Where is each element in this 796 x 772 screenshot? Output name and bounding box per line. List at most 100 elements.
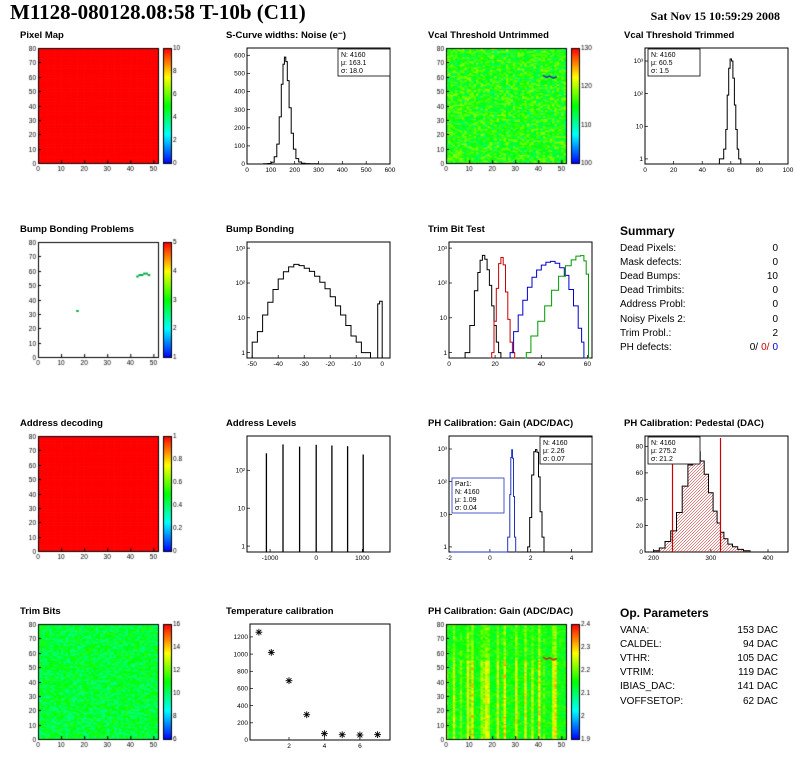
ph-gain-hist-title: PH Calibration: Gain (ADC/DAC)	[428, 418, 574, 429]
svg-text:10: 10	[238, 315, 246, 322]
svg-text:10: 10	[440, 512, 448, 519]
svg-text:1: 1	[443, 544, 447, 551]
svg-text:N: 4160: N: 4160	[455, 489, 480, 496]
svg-text:N: 4160: N: 4160	[341, 52, 366, 59]
svg-text:400: 400	[237, 703, 248, 710]
temp-calibration-title: Temperature calibration	[226, 606, 334, 617]
pixel-map-title: Pixel Map	[20, 30, 64, 41]
svg-text:-1000: -1000	[262, 555, 279, 562]
trim-bits-title: Trim Bits	[20, 606, 61, 617]
svg-text:μ: 60.5: μ: 60.5	[651, 60, 673, 67]
svg-text:2: 2	[287, 743, 291, 750]
svg-text:-2: -2	[446, 555, 452, 562]
table-row: Noisy Pixels 2: 0	[618, 312, 778, 326]
row-value: 0	[772, 285, 778, 297]
svg-text:σ: 0.04: σ: 0.04	[455, 505, 477, 512]
svg-text:2: 2	[529, 555, 533, 562]
svg-text:10²: 10²	[438, 280, 448, 287]
bump-bonding-title: Bump Bonding	[226, 224, 295, 235]
heatmap-canvas	[422, 43, 598, 179]
svg-text:10²: 10²	[236, 280, 246, 287]
svg-text:10³: 10³	[438, 245, 448, 252]
trim-bits-plot	[14, 619, 190, 755]
svg-text:0: 0	[241, 161, 245, 168]
bump-bonding-panel: Bump Bonding -50 -40 -30 -20 -10 0 1 10 10² 10³	[220, 224, 398, 378]
svg-text:σ: 1.5: σ: 1.5	[651, 68, 669, 75]
svg-text:40: 40	[699, 167, 707, 174]
row-label: Trim Probl.:	[620, 327, 672, 339]
svg-text:10³: 10³	[634, 58, 644, 65]
pixel-map-plot	[14, 43, 190, 179]
vcal-trimmed-plot: 0 20 40 60 80 100 1 10 10² 10³ N: 4160 μ: 60.5 σ: 1.…	[618, 43, 794, 179]
svg-text:1: 1	[639, 156, 643, 163]
svg-text:4: 4	[323, 743, 327, 750]
svg-text:60: 60	[727, 167, 735, 174]
svg-text:400: 400	[763, 555, 774, 562]
svg-text:300: 300	[705, 555, 716, 562]
table-row: VTHR: 105 DAC	[618, 651, 778, 665]
ph-gain-map-panel: PH Calibration: Gain (ADC/DAC)	[422, 606, 600, 760]
row-label: VTRIM:	[620, 667, 654, 679]
row-value: 141 DAC	[737, 681, 778, 693]
address-levels-plot: -1000 0 1000 1 10 10²	[220, 431, 396, 567]
vcal-trimmed-panel: Vcal Threshold Trimmed 0 20 40 60 80 100 1 10 10…	[618, 30, 796, 184]
plot-svg: -50 -40 -30 -20 -10 0 1 10 10² 10³	[236, 241, 391, 368]
ph-gain-hist-plot: -2 0 2 4 1 10 10² 10³ N: 4160 μ: 2.26 σ: 0.07 Par1:…	[422, 431, 598, 567]
scurve-noise-plot: 0 100 200 300 400 500 600 0 100 200 300 400 500 600 N:…	[220, 43, 396, 179]
svg-text:600: 600	[237, 686, 248, 693]
plot-svg: 0 20 40 60 1 10 10² 10³	[438, 241, 593, 368]
row-value: 94 DAC	[742, 638, 778, 650]
svg-text:20: 20	[491, 361, 499, 368]
page-title: M1128-080128.08:58 T-10b (C11)	[10, 0, 306, 24]
svg-text:500: 500	[234, 71, 245, 78]
table-row: VTRIM: 119 DAC	[618, 666, 778, 680]
svg-text:300: 300	[234, 107, 245, 114]
row-label: Mask defects:	[620, 256, 682, 268]
row-label: Noisy Pixels 2:	[620, 313, 686, 325]
svg-text:σ: 18.0: σ: 18.0	[341, 68, 363, 75]
svg-text:-40: -40	[273, 361, 283, 368]
row-label: PH defects:	[620, 341, 672, 353]
temp-calibration-panel: Temperature calibration 2 4 6 0 200 400 600 800…	[220, 606, 398, 760]
row-value: 153 DAC	[737, 624, 778, 636]
heatmap-canvas	[14, 43, 190, 179]
row-label: Dead Pixels:	[620, 242, 677, 254]
svg-text:20: 20	[636, 523, 644, 530]
svg-text:1200: 1200	[234, 634, 249, 641]
plot-svg: -1000 0 1000 1 10 10²	[236, 435, 391, 562]
svg-text:200: 200	[237, 720, 248, 727]
svg-text:10²: 10²	[236, 468, 246, 475]
svg-text:0: 0	[488, 555, 492, 562]
table-row: Trim Probl.: 2	[618, 326, 778, 340]
svg-text:0: 0	[245, 167, 249, 174]
svg-text:N: 4160: N: 4160	[651, 52, 676, 59]
svg-text:μ: 163.1: μ: 163.1	[341, 60, 367, 67]
svg-text:10²: 10²	[634, 91, 644, 98]
svg-text:200: 200	[289, 167, 300, 174]
table-row: IBIAS_DAC: 141 DAC	[618, 680, 778, 694]
svg-text:300: 300	[313, 167, 324, 174]
vcal-untrimmed-panel: Vcal Threshold Untrimmed	[422, 30, 600, 184]
svg-text:80: 80	[636, 444, 644, 451]
op-parameters-list: VANA: 153 DAC CALDEL: 94 DAC VTHR: 105 DAC VTR…	[618, 623, 794, 759]
svg-text:800: 800	[237, 669, 248, 676]
row-value: 2	[772, 327, 778, 339]
plot-svg: 0 100 200 300 400 500 600 0 100 200 300 400 500 600 N:…	[234, 47, 396, 174]
row-label: Address Probl:	[620, 299, 686, 311]
svg-text:10: 10	[636, 124, 644, 131]
svg-text:Par1:: Par1:	[455, 481, 472, 488]
table-row: Mask defects: 0	[618, 255, 778, 269]
vcal-untrimmed-title: Vcal Threshold Untrimmed	[428, 30, 549, 41]
heatmap-canvas	[14, 431, 190, 567]
row-value: 0	[772, 256, 778, 268]
row-label: IBIAS_DAC:	[620, 681, 676, 693]
svg-text:1: 1	[443, 350, 447, 357]
scurve-noise-title: S-Curve widths: Noise (e⁻)	[226, 30, 347, 41]
heatmap-canvas	[14, 237, 190, 373]
svg-text:0: 0	[643, 167, 647, 174]
svg-text:0: 0	[380, 361, 384, 368]
heatmap-canvas	[14, 619, 190, 755]
ph-pedestal-plot: 200 300 400 0 20 40 60 80 N: 4160 μ: 275.2 σ: 21.2	[618, 431, 794, 567]
svg-text:600: 600	[234, 53, 245, 60]
svg-text:100: 100	[234, 143, 245, 150]
